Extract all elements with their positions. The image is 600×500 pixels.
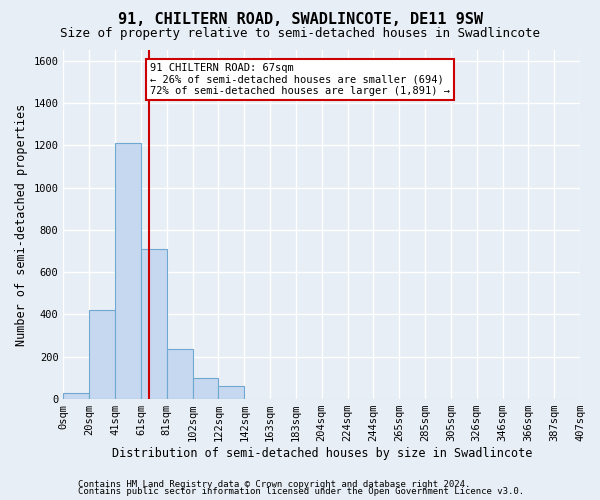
Text: Contains HM Land Registry data © Crown copyright and database right 2024.: Contains HM Land Registry data © Crown c… — [78, 480, 470, 489]
Bar — [141, 249, 167, 399]
Text: Size of property relative to semi-detached houses in Swadlincote: Size of property relative to semi-detach… — [60, 28, 540, 40]
Bar — [64, 392, 89, 399]
Bar — [167, 350, 193, 399]
Bar — [115, 143, 141, 399]
Text: 91, CHILTERN ROAD, SWADLINCOTE, DE11 9SW: 91, CHILTERN ROAD, SWADLINCOTE, DE11 9SW — [118, 12, 482, 28]
X-axis label: Distribution of semi-detached houses by size in Swadlincote: Distribution of semi-detached houses by … — [112, 447, 532, 460]
Y-axis label: Number of semi-detached properties: Number of semi-detached properties — [15, 104, 28, 346]
Bar — [89, 310, 115, 399]
Bar — [193, 378, 218, 399]
Text: Contains public sector information licensed under the Open Government Licence v3: Contains public sector information licen… — [78, 488, 524, 496]
Bar — [218, 386, 244, 399]
Text: 91 CHILTERN ROAD: 67sqm
← 26% of semi-detached houses are smaller (694)
72% of s: 91 CHILTERN ROAD: 67sqm ← 26% of semi-de… — [150, 62, 450, 96]
